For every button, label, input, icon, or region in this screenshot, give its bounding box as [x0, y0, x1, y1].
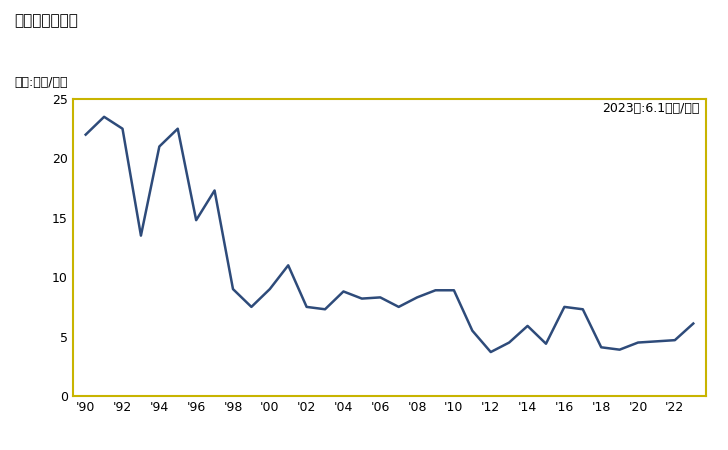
Text: 単位:万円/トン: 単位:万円/トン — [15, 76, 68, 90]
Text: 輸入価格の推移: 輸入価格の推移 — [15, 14, 79, 28]
Text: 2023年:6.1万円/トン: 2023年:6.1万円/トン — [603, 102, 700, 115]
